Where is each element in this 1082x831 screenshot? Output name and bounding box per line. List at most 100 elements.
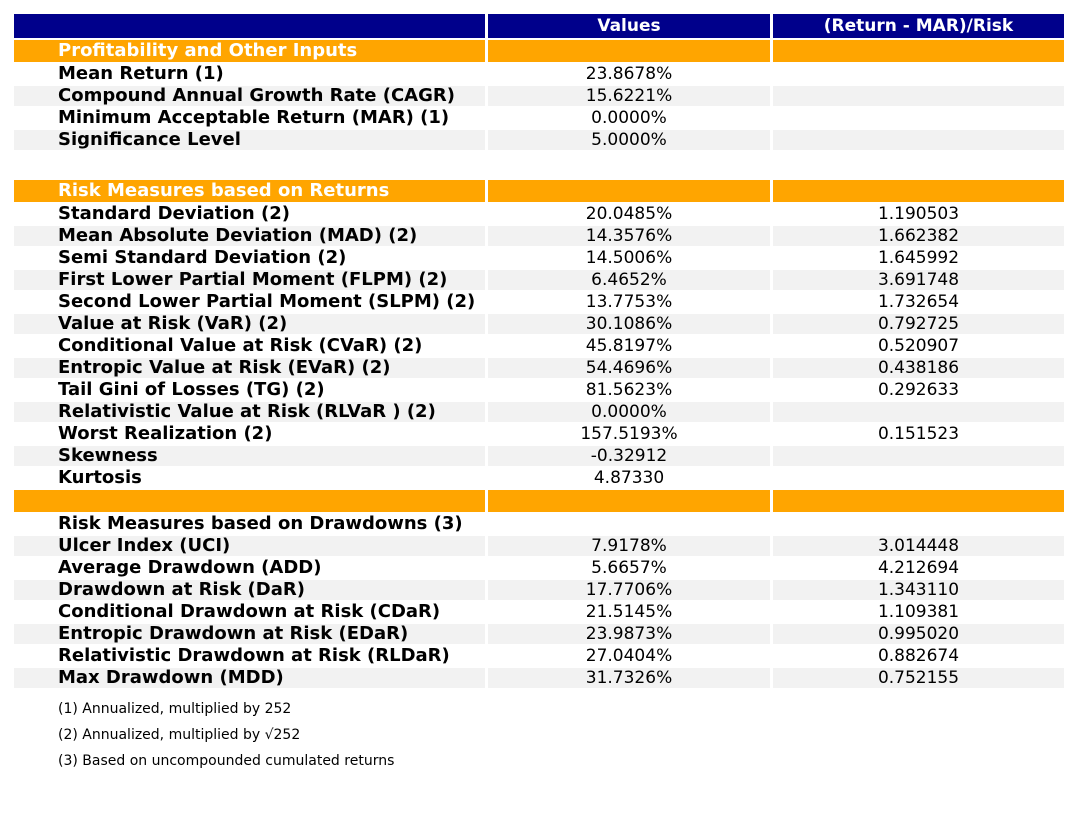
row-value: 157.5193% [580,424,678,444]
row-ratio: 0.995020 [773,624,1064,644]
row-label: Worst Realization (2) [58,423,273,444]
row-label: Mean Absolute Deviation (MAD) (2) [14,226,485,246]
row-ratio: 1.109381 [877,602,960,622]
row-ratio [773,180,1064,202]
row-label: Conditional Drawdown at Risk (CDaR) [58,601,441,622]
footnotes: (1) Annualized, multiplied by 252 (2) Ann… [58,696,1064,774]
row-value: 0.0000% [488,402,770,422]
row-value: 21.5145% [585,602,673,622]
section-spacer [14,152,1064,178]
row-ratio [773,468,1064,488]
row-label: First Lower Partial Moment (FLPM) (2) [14,270,485,290]
column-header-return-mar-risk: (Return - MAR)/Risk [773,14,1064,38]
row-label: Skewness [14,446,485,466]
row-ratio: 0.792725 [773,314,1064,334]
row-value [488,180,770,202]
table-row: Mean Absolute Deviation (MAD) (2) 14.3576… [14,226,1064,246]
footnote: (2) Annualized, multiplied by √252 [58,727,301,743]
row-label: Max Drawdown (MDD) [14,668,485,688]
table-row: Drawdown at Risk (DaR) 17.7706% 1.343110 [14,580,1064,600]
row-label: Mean Return (1) [58,63,224,84]
table-row: Worst Realization (2) 157.5193% 0.151523 [14,423,1064,445]
row-ratio [773,130,1064,150]
row-label: Conditional Value at Risk (CVaR) (2) [58,335,423,356]
column-header-values: Values [488,14,770,38]
row-ratio: 4.212694 [877,558,960,578]
table-row: Conditional Drawdown at Risk (CDaR) 21.51… [14,601,1064,623]
table-body: Profitability and Other Inputs Mean Retur… [14,40,1064,688]
table-row: Max Drawdown (MDD) 31.7326% 0.752155 [14,668,1064,688]
table-row: Average Drawdown (ADD) 5.6657% 4.212694 [14,557,1064,579]
row-value: 17.7706% [488,580,770,600]
row-value: 14.3576% [488,226,770,246]
table-row: Significance Level 5.0000% [14,130,1064,150]
row-label: Relativistic Drawdown at Risk (RLDaR) [58,645,450,666]
row-label: Minimum Acceptable Return (MAR) (1) [58,107,450,128]
row-ratio [773,40,1064,62]
row-value: 20.0485% [585,204,673,224]
row-label: Second Lower Partial Moment (SLPM) (2) [58,291,476,312]
row-value: 6.4652% [488,270,770,290]
row-ratio [773,402,1064,422]
table-row: Tail Gini of Losses (TG) (2) 81.5623% 0.29… [14,379,1064,401]
row-label: Drawdown at Risk (DaR) [14,580,485,600]
row-value: 5.0000% [488,130,770,150]
table-row: Value at Risk (VaR) (2) 30.1086% 0.792725 [14,314,1064,334]
row-label: Standard Deviation (2) [58,203,290,224]
row-ratio: 0.752155 [773,668,1064,688]
row-label: Risk Measures based on Returns [14,180,485,202]
row-ratio: 1.662382 [773,226,1064,246]
row-label: Tail Gini of Losses (TG) (2) [58,379,325,400]
table-row: Minimum Acceptable Return (MAR) (1) 0.000… [14,107,1064,129]
row-value: 27.0404% [585,646,673,666]
row-label: Average Drawdown (ADD) [58,557,322,578]
row-ratio: 0.438186 [773,358,1064,378]
row-value: 23.8678% [585,64,673,84]
table-row: First Lower Partial Moment (FLPM) (2) 6.4… [14,270,1064,290]
section-header-row: Profitability and Other Inputs [14,40,1064,62]
risk-report-table: Values (Return - MAR)/Risk Profitability… [14,14,1064,774]
table-row: Mean Return (1) 23.8678% [14,63,1064,85]
row-ratio: 0.151523 [877,424,960,444]
row-ratio: 3.014448 [773,536,1064,556]
table-row: Entropic Value at Risk (EVaR) (2) 54.4696… [14,358,1064,378]
row-ratio [773,514,1064,534]
row-value: 15.6221% [488,86,770,106]
row-value: -0.32912 [488,446,770,466]
row-value: 81.5623% [585,380,673,400]
row-label [14,490,485,512]
row-ratio: 1.732654 [877,292,960,312]
row-value: 5.6657% [591,558,667,578]
row-ratio [773,446,1064,466]
row-label: Kurtosis [58,467,142,488]
row-label: Compound Annual Growth Rate (CAGR) [14,86,485,106]
row-value: 31.7326% [488,668,770,688]
footnote: (1) Annualized, multiplied by 252 [58,701,292,717]
row-value [488,490,770,512]
row-value: 45.8197% [585,336,673,356]
row-label: Risk Measures based on Drawdowns (3) [58,513,463,534]
section-header-row [14,490,1064,512]
row-value: 7.9178% [488,536,770,556]
row-value [488,40,770,62]
row-ratio: 0.882674 [877,646,960,666]
subsection-title-row: Risk Measures based on Drawdowns (3) [14,514,1064,534]
row-label: Entropic Value at Risk (EVaR) (2) [14,358,485,378]
row-ratio: 0.520907 [877,336,960,356]
row-ratio: 1.190503 [877,204,960,224]
row-ratio [773,86,1064,106]
table-row: Compound Annual Growth Rate (CAGR) 15.622… [14,86,1064,106]
table-row: Kurtosis 4.87330 [14,467,1064,489]
row-label: Profitability and Other Inputs [14,40,485,62]
row-ratio [773,64,1064,84]
section-header-row: Risk Measures based on Returns [14,180,1064,202]
row-value: 54.4696% [488,358,770,378]
row-ratio: 3.691748 [773,270,1064,290]
row-label: Entropic Drawdown at Risk (EDaR) [14,624,485,644]
footnote: (3) Based on uncompounded cumulated retu… [58,753,395,769]
row-ratio: 0.292633 [877,380,960,400]
row-ratio [773,108,1064,128]
row-value: 23.9873% [488,624,770,644]
table-row: Skewness -0.32912 [14,446,1064,466]
row-value: 30.1086% [488,314,770,334]
